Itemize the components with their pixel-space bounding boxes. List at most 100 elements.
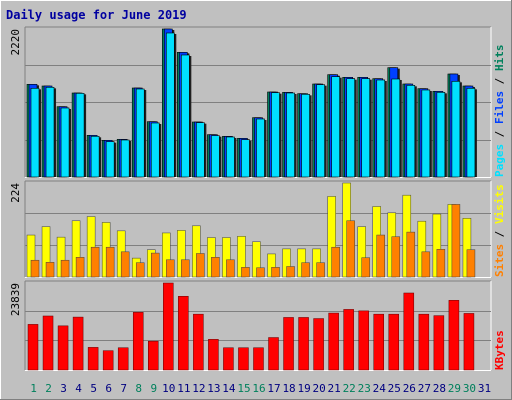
- day-label: 24: [373, 382, 387, 395]
- bar-sites: [466, 249, 476, 278]
- legend-entry: Pages: [493, 144, 506, 177]
- bar-kbytes: [178, 296, 189, 371]
- bar-sites: [211, 257, 220, 278]
- bar-sites: [135, 262, 145, 278]
- day-label: 7: [120, 382, 127, 395]
- bars: [26, 182, 476, 278]
- legend: KBytes: [493, 330, 506, 370]
- bar-sites: [241, 267, 250, 278]
- bar-pages: [75, 93, 85, 178]
- bar-sites: [436, 249, 446, 278]
- max-value-label: 2220: [9, 29, 22, 56]
- bar-kbytes: [57, 325, 69, 371]
- bar-pages: [30, 88, 40, 178]
- bar-kbytes: [238, 347, 249, 371]
- chart-panels: 2220 Pages / Files / Hits 224 Sites / Visit…: [9, 26, 506, 371]
- day-label: 25: [388, 382, 401, 395]
- bar-kbytes: [418, 313, 430, 371]
- bar-kbytes: [72, 316, 84, 371]
- bar-pages: [45, 87, 55, 178]
- bar-pages: [271, 92, 280, 178]
- bar-sites: [346, 220, 355, 278]
- bar-sites: [451, 204, 461, 278]
- bar-kbytes: [298, 317, 309, 371]
- bar-sites: [421, 251, 431, 278]
- bar-pages: [90, 136, 100, 178]
- panel-hits_files_pages: 2220 Pages / Files / Hits: [9, 26, 506, 178]
- panel-visits_sites: 224 Sites / Visits: [9, 180, 506, 278]
- day-label: 15: [237, 382, 250, 395]
- bar-kbytes: [42, 315, 54, 371]
- day-label: 1: [30, 382, 37, 395]
- bar-pages: [376, 79, 386, 178]
- bar-kbytes: [193, 313, 204, 371]
- day-label: 22: [343, 382, 356, 395]
- day-label: 19: [297, 382, 310, 395]
- day-label: 14: [222, 382, 236, 395]
- bar-pages: [211, 135, 220, 178]
- bar-pages: [301, 94, 310, 178]
- bar-kbytes: [343, 309, 354, 371]
- bar-kbytes: [433, 315, 445, 371]
- bar-sites: [181, 259, 190, 278]
- day-label: 27: [418, 382, 431, 395]
- bar-sites: [226, 259, 235, 278]
- bar-kbytes: [403, 292, 415, 371]
- day-label: 23: [358, 382, 371, 395]
- bar-kbytes: [208, 339, 219, 371]
- bar-sites: [30, 259, 40, 278]
- day-label: 13: [207, 382, 220, 395]
- day-label: 16: [252, 382, 265, 395]
- bar-sites: [391, 236, 401, 278]
- bar-pages: [406, 85, 416, 178]
- bar-sites: [256, 267, 265, 278]
- day-label: 28: [433, 382, 446, 395]
- bar-sites: [120, 251, 130, 278]
- chart-title: Daily usage for June 2019: [6, 8, 187, 22]
- bar-pages: [196, 122, 205, 178]
- day-label: 2: [45, 382, 52, 395]
- day-label: 31: [478, 382, 491, 395]
- bar-pages: [436, 92, 446, 178]
- bar-pages: [361, 78, 371, 178]
- legend-entry: Sites: [493, 244, 506, 277]
- panel-kbytes: 23839 KBytes: [9, 280, 506, 371]
- bar-kbytes: [388, 313, 400, 371]
- bar-pages: [105, 141, 115, 178]
- bar-pages: [466, 88, 476, 178]
- day-label: 5: [90, 382, 97, 395]
- day-label: 3: [60, 382, 67, 395]
- bar-sites: [151, 252, 160, 278]
- bar-pages: [256, 118, 265, 178]
- day-label: 12: [192, 382, 205, 395]
- day-label: 26: [403, 382, 416, 395]
- bar-pages: [120, 139, 130, 178]
- bar-pages: [316, 84, 325, 178]
- bar-sites: [105, 246, 115, 278]
- bar-pages: [451, 81, 461, 178]
- bars: [26, 28, 477, 178]
- bar-pages: [286, 92, 295, 178]
- bar-sites: [286, 266, 295, 278]
- max-value-label: 23839: [9, 283, 22, 316]
- bar-sites: [75, 257, 85, 278]
- bar-sites: [271, 267, 280, 278]
- day-label: 30: [463, 382, 476, 395]
- legend-entry: Hits: [493, 45, 506, 72]
- day-label: 4: [75, 382, 82, 395]
- max-value-label: 224: [9, 183, 22, 203]
- bar-pages: [60, 107, 70, 178]
- bar-pages: [165, 32, 175, 178]
- bars: [27, 282, 475, 371]
- bar-sites: [45, 262, 55, 278]
- bar-kbytes: [132, 312, 144, 371]
- bar-pages: [150, 122, 160, 178]
- bar-kbytes: [268, 337, 279, 371]
- bar-kbytes: [463, 313, 475, 371]
- bar-sites: [316, 262, 325, 278]
- legend-entry: Files: [493, 91, 506, 124]
- bar-sites: [166, 259, 175, 278]
- legend: Sites / Visits: [493, 184, 506, 277]
- bar-sites: [196, 253, 205, 278]
